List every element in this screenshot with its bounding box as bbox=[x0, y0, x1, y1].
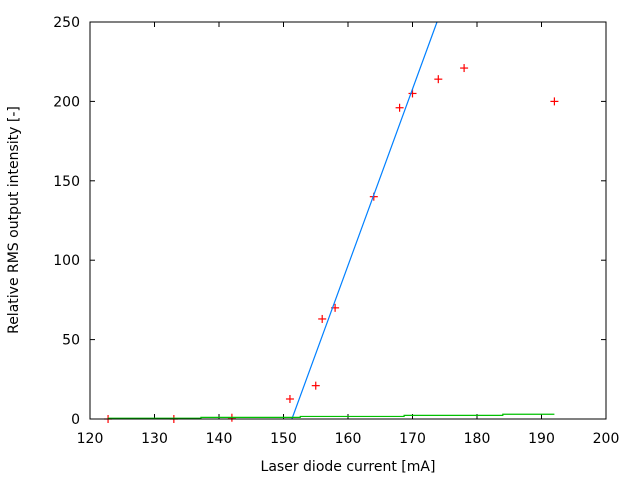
data-point bbox=[285, 394, 294, 403]
x-tick-label: 170 bbox=[399, 431, 426, 447]
x-axis-label: Laser diode current [mA] bbox=[261, 459, 436, 475]
x-tick-label: 180 bbox=[464, 431, 491, 447]
x-tick-label: 200 bbox=[593, 431, 620, 447]
x-tick-label: 190 bbox=[528, 431, 555, 447]
data-point bbox=[434, 75, 443, 84]
fit-line bbox=[291, 21, 438, 420]
data-point bbox=[311, 381, 320, 390]
step-line bbox=[108, 413, 555, 419]
x-tick-label: 130 bbox=[141, 431, 168, 447]
y-tick-label: 150 bbox=[53, 174, 80, 190]
data-point bbox=[550, 97, 559, 106]
plot-frame bbox=[89, 21, 607, 420]
x-tick-label: 140 bbox=[206, 431, 233, 447]
x-tick-label: 160 bbox=[335, 431, 362, 447]
data-point bbox=[460, 64, 469, 73]
y-tick-label: 50 bbox=[62, 333, 80, 349]
x-tick-label: 120 bbox=[77, 431, 104, 447]
y-tick-label: 0 bbox=[71, 412, 80, 428]
y-tick-label: 100 bbox=[53, 253, 80, 269]
y-axis-label: Relative RMS output intensity [-] bbox=[6, 106, 22, 334]
x-tick-label: 150 bbox=[270, 431, 297, 447]
y-tick-label: 250 bbox=[53, 15, 80, 31]
data-point bbox=[395, 103, 404, 112]
y-tick-label: 200 bbox=[53, 94, 80, 110]
data-point bbox=[318, 314, 327, 323]
